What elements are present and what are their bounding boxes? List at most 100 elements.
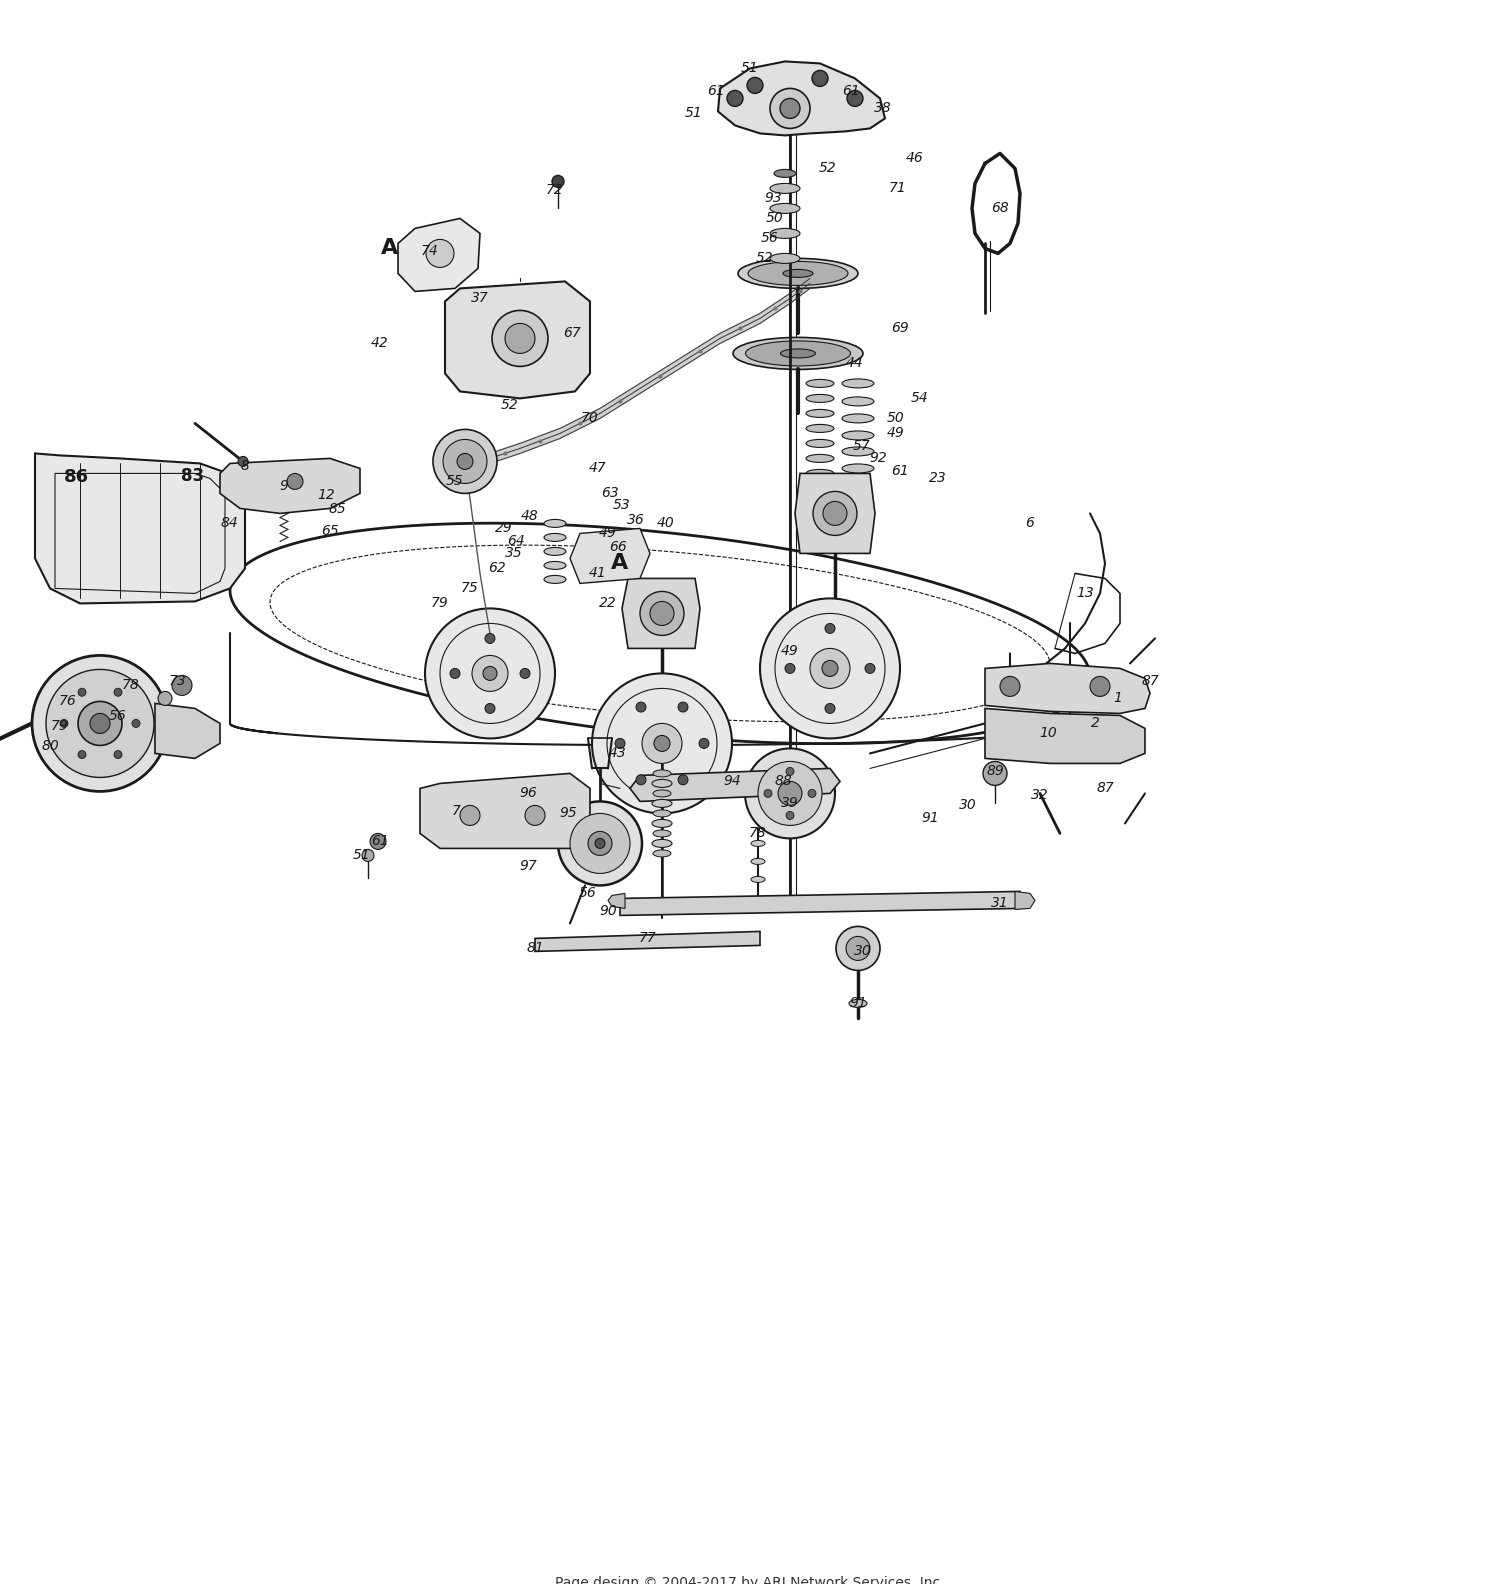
Circle shape xyxy=(808,789,816,797)
Polygon shape xyxy=(986,664,1150,713)
Circle shape xyxy=(172,675,192,695)
Circle shape xyxy=(158,692,172,705)
Polygon shape xyxy=(622,578,701,648)
Ellipse shape xyxy=(770,184,800,193)
Circle shape xyxy=(1000,676,1020,697)
Circle shape xyxy=(846,936,870,960)
Text: 38: 38 xyxy=(874,101,892,116)
Text: 50: 50 xyxy=(886,412,904,426)
Text: 90: 90 xyxy=(598,904,616,919)
Text: 46: 46 xyxy=(906,152,924,165)
Circle shape xyxy=(786,811,794,819)
Text: 52: 52 xyxy=(819,162,837,176)
Circle shape xyxy=(824,502,848,526)
Polygon shape xyxy=(986,708,1144,763)
Circle shape xyxy=(506,323,536,353)
Circle shape xyxy=(784,664,795,673)
Text: 52: 52 xyxy=(756,252,774,266)
Circle shape xyxy=(60,719,68,727)
Circle shape xyxy=(642,724,682,763)
Polygon shape xyxy=(608,893,625,908)
Ellipse shape xyxy=(770,253,800,263)
Ellipse shape xyxy=(652,800,672,808)
Circle shape xyxy=(786,767,794,776)
Text: 1: 1 xyxy=(1113,692,1122,705)
Text: 49: 49 xyxy=(598,526,616,540)
Text: A: A xyxy=(381,239,399,258)
Text: 44: 44 xyxy=(846,356,864,371)
Circle shape xyxy=(825,624,836,634)
Text: 56: 56 xyxy=(110,710,128,724)
Text: 43: 43 xyxy=(609,746,627,760)
Circle shape xyxy=(132,719,140,727)
Circle shape xyxy=(770,89,810,128)
Circle shape xyxy=(758,762,822,825)
Polygon shape xyxy=(398,219,480,291)
Text: 51: 51 xyxy=(741,62,759,76)
Ellipse shape xyxy=(752,876,765,882)
Text: 8: 8 xyxy=(240,459,249,474)
Circle shape xyxy=(570,814,630,873)
Circle shape xyxy=(760,599,900,738)
Circle shape xyxy=(847,90,862,106)
Ellipse shape xyxy=(849,1000,867,1007)
Circle shape xyxy=(810,648,850,689)
Ellipse shape xyxy=(752,841,765,846)
Circle shape xyxy=(114,687,122,697)
Text: 78: 78 xyxy=(748,827,766,841)
Polygon shape xyxy=(465,277,810,475)
Ellipse shape xyxy=(842,379,874,388)
Text: 64: 64 xyxy=(507,534,525,548)
Text: 88: 88 xyxy=(774,775,792,789)
Circle shape xyxy=(678,702,688,713)
Text: 36: 36 xyxy=(627,513,645,527)
Ellipse shape xyxy=(806,439,834,447)
Ellipse shape xyxy=(842,431,874,440)
Text: 23: 23 xyxy=(928,472,946,485)
Text: 72: 72 xyxy=(546,184,564,198)
Polygon shape xyxy=(536,931,760,952)
Circle shape xyxy=(484,634,495,643)
Text: 74: 74 xyxy=(422,244,440,258)
Text: 61: 61 xyxy=(891,464,909,478)
Text: 49: 49 xyxy=(886,426,904,440)
Circle shape xyxy=(654,735,670,751)
Circle shape xyxy=(78,702,122,746)
Circle shape xyxy=(78,687,86,697)
Ellipse shape xyxy=(734,337,862,369)
Ellipse shape xyxy=(780,348,816,358)
Text: 55: 55 xyxy=(446,475,464,488)
Circle shape xyxy=(699,738,709,748)
Text: 9: 9 xyxy=(279,480,288,494)
Ellipse shape xyxy=(770,228,800,239)
Circle shape xyxy=(483,667,496,681)
Circle shape xyxy=(836,927,880,971)
Text: 52: 52 xyxy=(501,399,519,412)
Polygon shape xyxy=(795,474,874,553)
Circle shape xyxy=(640,591,684,635)
Text: 54: 54 xyxy=(910,391,928,406)
Polygon shape xyxy=(620,892,1020,916)
Text: 67: 67 xyxy=(562,326,580,341)
Circle shape xyxy=(728,90,742,106)
Ellipse shape xyxy=(544,548,566,556)
Ellipse shape xyxy=(652,770,670,776)
Circle shape xyxy=(238,456,248,466)
Circle shape xyxy=(678,775,688,784)
Circle shape xyxy=(592,673,732,814)
Polygon shape xyxy=(220,458,360,513)
Ellipse shape xyxy=(806,455,834,463)
Circle shape xyxy=(588,832,612,855)
Circle shape xyxy=(636,775,646,784)
Ellipse shape xyxy=(842,464,874,474)
Text: 40: 40 xyxy=(657,516,675,531)
Ellipse shape xyxy=(783,269,813,277)
Ellipse shape xyxy=(806,425,834,432)
Text: 61: 61 xyxy=(370,835,388,849)
Circle shape xyxy=(747,78,764,93)
Circle shape xyxy=(492,310,548,366)
Text: 71: 71 xyxy=(890,182,908,195)
Circle shape xyxy=(636,702,646,713)
Text: 77: 77 xyxy=(639,931,657,946)
Circle shape xyxy=(1090,676,1110,697)
